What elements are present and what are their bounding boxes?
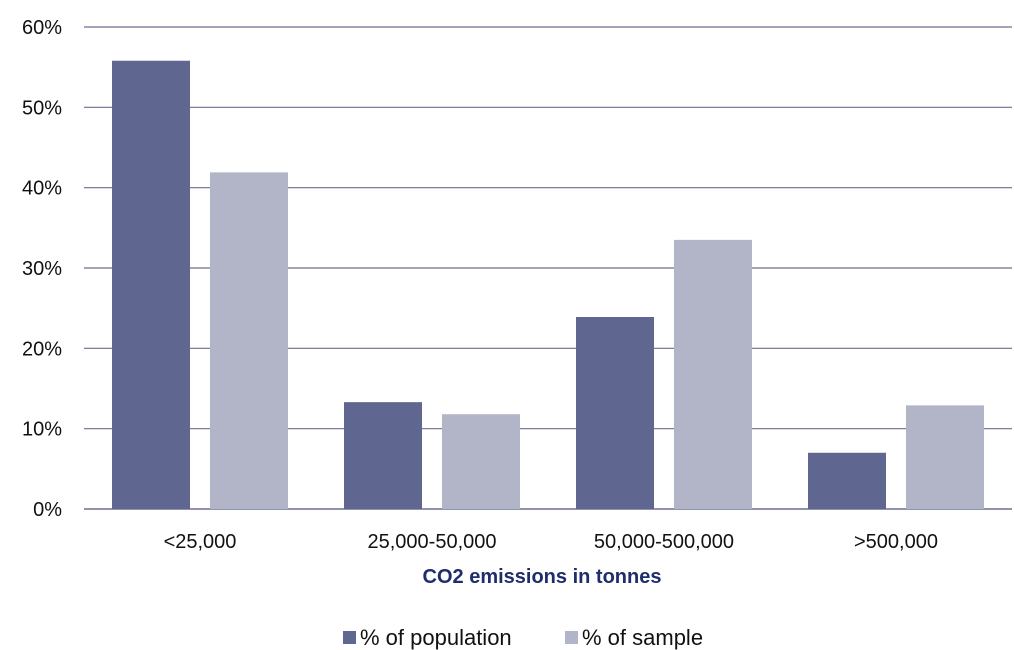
bar-sample-2 [674,239,752,509]
y-tick-label: 50% [22,97,62,119]
legend-label: % of sample [582,625,703,650]
x-axis-ticks: <25,000 25,000-50,000 50,000-500,000 >500,0… [164,531,938,553]
y-tick-label: 40% [22,178,62,200]
bar-sample-3 [906,405,984,509]
x-tick-label: >500,000 [854,531,938,553]
bar-population-1 [344,402,422,509]
x-tick-label: 25,000-50,000 [367,531,496,553]
x-tick-label: <25,000 [164,531,237,553]
x-axis-title: CO2 emissions in tonnes [423,566,662,588]
legend-swatch [565,631,578,644]
x-tick-label: 50,000-500,000 [594,531,734,553]
bar-sample-0 [210,172,288,510]
y-tick-label: 60% [22,17,62,39]
legend-swatch [343,631,356,644]
bar-population-2 [576,317,654,509]
y-tick-label: 10% [22,419,62,441]
legend: % of population % of sample [343,625,703,650]
y-tick-label: 0% [33,499,62,521]
bar-sample-1 [442,414,520,509]
legend-label: % of population [360,625,512,650]
y-tick-label: 20% [22,338,62,360]
bars [112,60,984,510]
y-axis-ticks: 0% 10% 20% 30% 40% 50% 60% [22,17,62,521]
y-tick-label: 30% [22,258,62,280]
bar-population-3 [808,452,886,509]
bar-population-0 [112,60,190,510]
